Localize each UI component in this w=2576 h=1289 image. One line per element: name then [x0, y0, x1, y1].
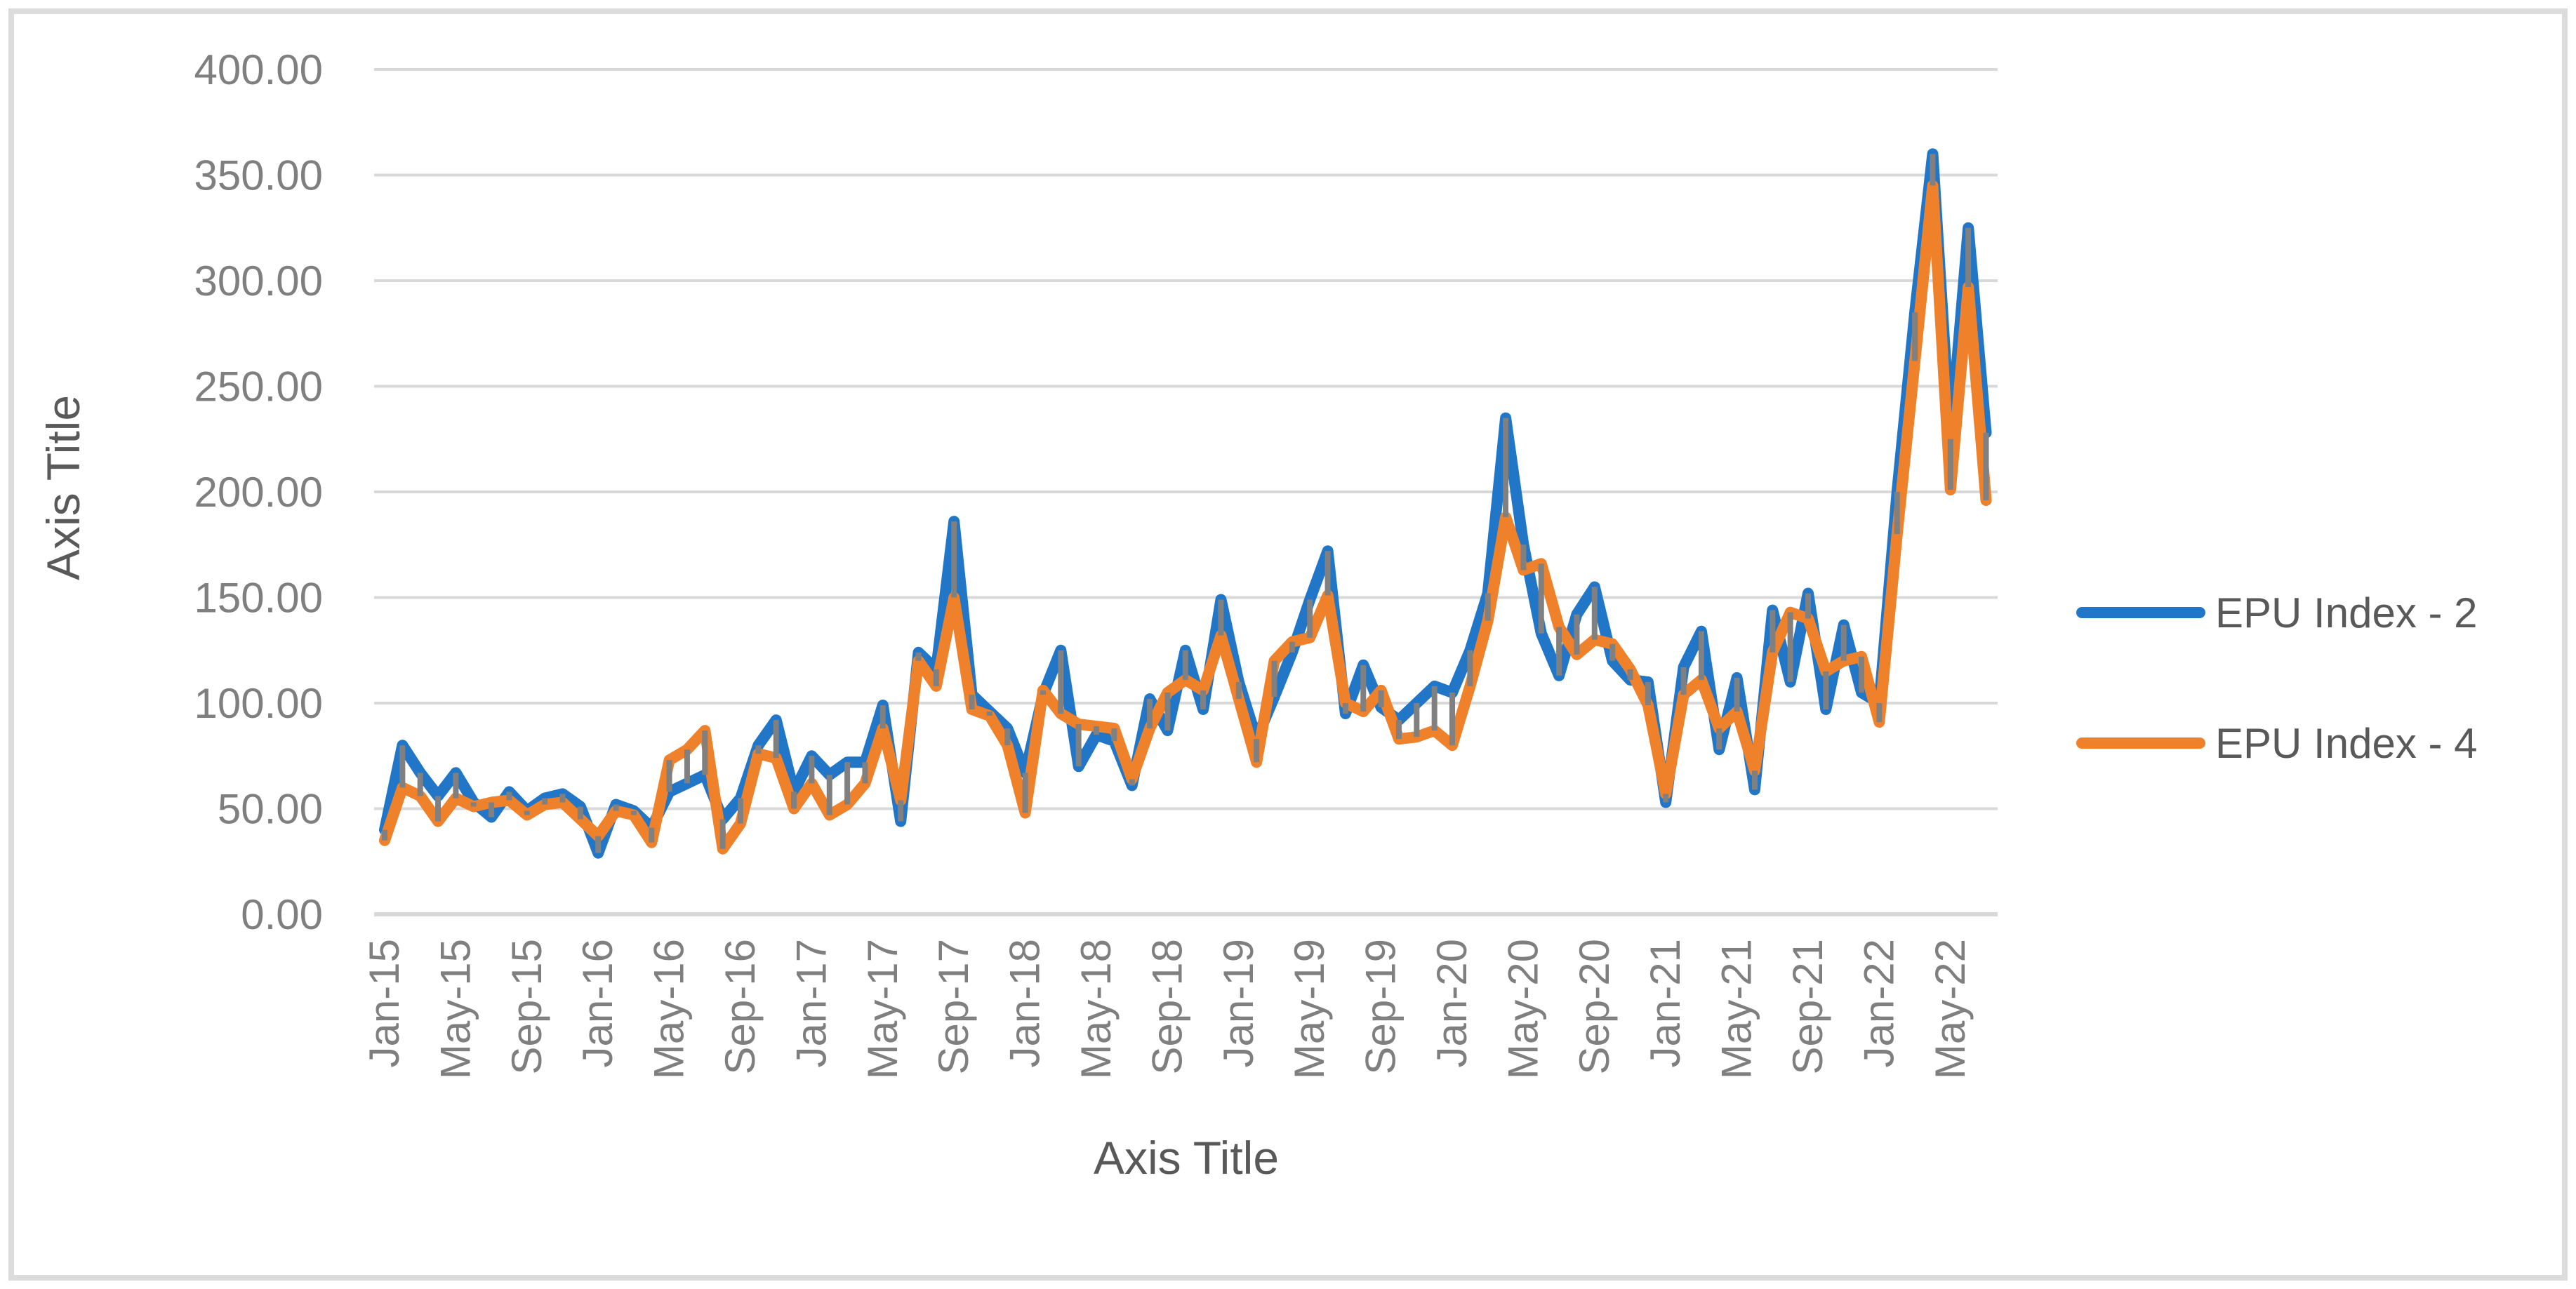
x-tick-label: Sep-21: [1784, 939, 1831, 1074]
legend-item-epu-index-4[interactable]: EPU Index - 4: [2076, 719, 2478, 768]
y-tick-label: 50.00: [218, 786, 323, 833]
x-tick-label: Jan-15: [361, 939, 408, 1067]
x-tick-label: May-18: [1073, 939, 1120, 1079]
legend-swatch-blue: [2076, 607, 2205, 618]
x-tick-label: May-19: [1286, 939, 1333, 1079]
y-tick-label: 200.00: [194, 469, 323, 516]
x-tick-label: May-16: [646, 939, 693, 1079]
x-tick-label: Jan-17: [788, 939, 835, 1067]
high-low-lines: [382, 154, 1989, 853]
x-axis-tick-labels: Jan-15 May-15 Sep-15 Jan-16 May-16 Sep-16 Jan-…: [361, 939, 1974, 1079]
x-tick-label: May-21: [1713, 939, 1760, 1079]
x-tick-label: May-20: [1499, 939, 1546, 1079]
legend-label: EPU Index - 4: [2215, 719, 2478, 767]
gridlines: [374, 68, 1998, 916]
x-tick-label: Jan-21: [1642, 939, 1689, 1067]
x-tick-label: May-15: [432, 939, 479, 1079]
x-tick-label: Jan-20: [1428, 939, 1475, 1067]
y-axis-tick-labels: 0.00 50.00 100.00 150.00 200.00 250.00 300.00 3…: [194, 46, 323, 938]
x-tick-label: Sep-17: [930, 939, 977, 1074]
x-tick-label: May-22: [1927, 939, 1974, 1079]
x-tick-label: Sep-18: [1143, 939, 1190, 1074]
x-tick-label: Jan-22: [1855, 939, 1902, 1067]
y-tick-label: 350.00: [194, 152, 323, 199]
legend-item-epu-index-2[interactable]: EPU Index - 2: [2076, 588, 2478, 637]
y-tick-label: 400.00: [194, 46, 323, 93]
legend-label: EPU Index - 2: [2215, 589, 2478, 636]
y-tick-label: 250.00: [194, 363, 323, 410]
x-tick-label: Jan-16: [574, 939, 621, 1067]
y-axis-title: Axis Title: [37, 394, 89, 581]
x-tick-label: Sep-16: [717, 939, 764, 1074]
x-tick-label: Sep-19: [1357, 939, 1405, 1074]
y-tick-label: 0.00: [241, 891, 323, 938]
x-tick-label: Jan-18: [1002, 939, 1049, 1067]
series-line-epu-index-4[interactable]: [379, 180, 1992, 855]
x-tick-label: Sep-20: [1571, 939, 1618, 1074]
x-tick-label: Sep-15: [503, 939, 550, 1074]
legend-swatch-orange: [2076, 737, 2205, 749]
y-tick-label: 300.00: [194, 258, 323, 305]
x-axis-title: Axis Title: [1093, 1132, 1280, 1184]
y-tick-label: 100.00: [194, 680, 323, 727]
x-tick-label: Jan-19: [1215, 939, 1262, 1067]
x-tick-label: May-17: [859, 939, 906, 1079]
y-tick-label: 150.00: [194, 575, 323, 622]
